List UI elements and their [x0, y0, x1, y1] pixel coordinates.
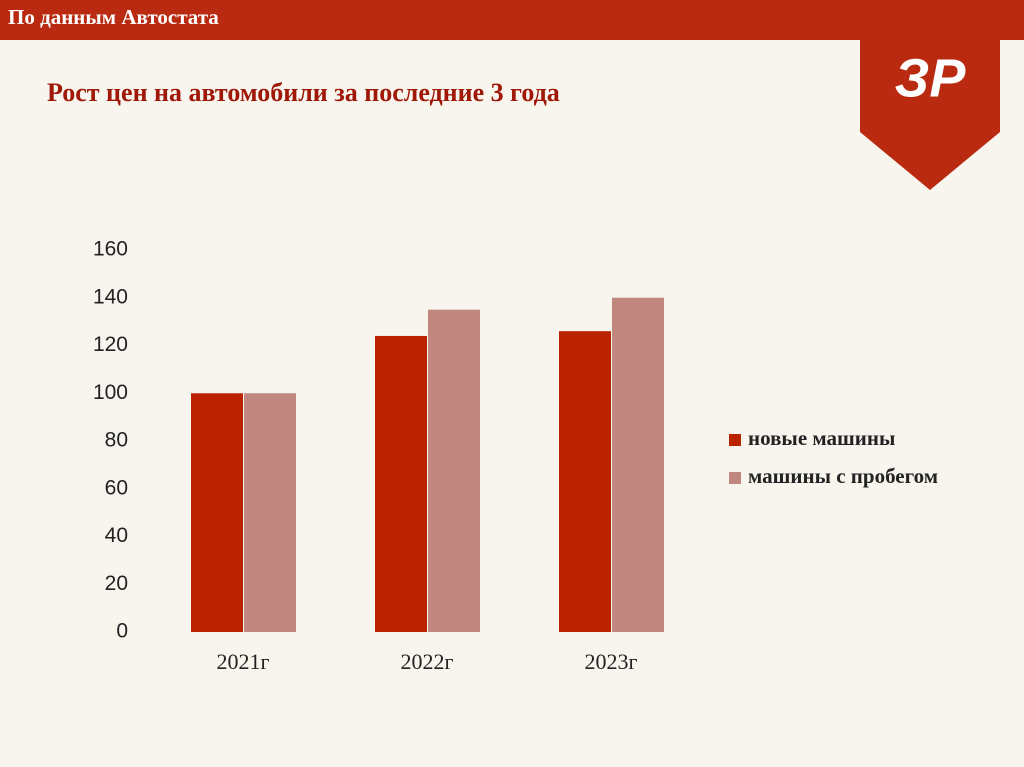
- bar: [375, 335, 427, 632]
- y-tick-label: 40: [105, 524, 128, 547]
- legend-swatch: [729, 472, 741, 484]
- chart-title: Рост цен на автомобили за последние 3 го…: [47, 78, 560, 107]
- y-tick-label: 0: [116, 620, 128, 643]
- legend-label: машины с пробегом: [748, 464, 938, 488]
- legend-label: новые машины: [748, 426, 895, 450]
- x-tick-label: 2023г: [584, 649, 637, 674]
- y-tick-label: 80: [105, 429, 128, 452]
- bar: [428, 309, 480, 632]
- header-bar: [0, 0, 1024, 40]
- y-tick-label: 140: [93, 285, 128, 308]
- legend-swatch: [729, 434, 741, 446]
- header-text: По данным Автостата: [8, 5, 219, 29]
- bar: [612, 297, 664, 632]
- logo-shape: [860, 40, 1000, 190]
- logo-text: ЗР: [895, 48, 967, 108]
- y-tick-label: 20: [105, 572, 128, 595]
- bar: [244, 393, 296, 632]
- y-tick-label: 60: [105, 476, 128, 499]
- x-tick-label: 2021г: [216, 649, 269, 674]
- bar: [191, 393, 243, 632]
- x-tick-label: 2022г: [400, 649, 453, 674]
- y-tick-label: 120: [93, 333, 128, 356]
- y-tick-label: 160: [93, 238, 128, 261]
- bar: [559, 331, 611, 632]
- y-tick-label: 100: [93, 381, 128, 404]
